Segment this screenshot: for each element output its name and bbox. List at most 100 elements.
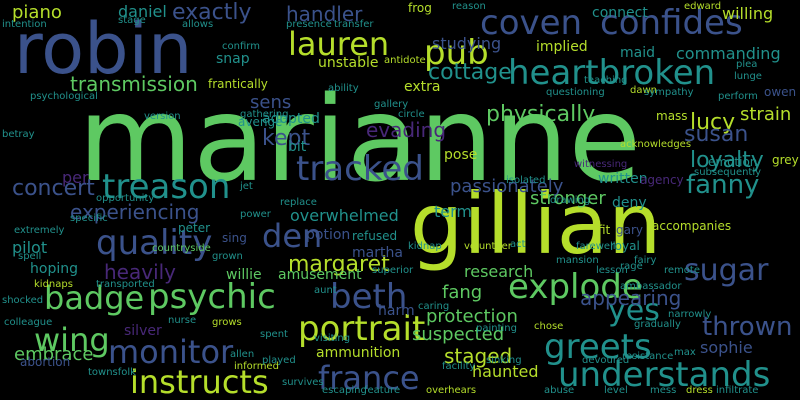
word: instructs xyxy=(130,363,269,400)
word: transported xyxy=(96,279,155,290)
word: ammunition xyxy=(316,345,401,361)
word: chose xyxy=(534,321,564,332)
word: tracked xyxy=(296,149,424,189)
word: thrown xyxy=(702,312,793,342)
word: pose xyxy=(444,147,478,163)
word: potion xyxy=(306,227,351,243)
word: appearing xyxy=(580,286,682,310)
word: fit xyxy=(598,223,611,237)
word: aunt xyxy=(314,285,337,296)
word: max xyxy=(674,347,696,358)
word: sing xyxy=(222,231,247,245)
word: daniel xyxy=(118,2,167,21)
word: mass xyxy=(656,109,688,123)
word: understands xyxy=(558,355,771,395)
word: grows xyxy=(212,317,242,328)
word: sugar xyxy=(684,253,769,288)
word: power xyxy=(240,209,271,220)
word: confides xyxy=(600,3,743,43)
word: jet xyxy=(240,181,253,192)
word: ability xyxy=(328,83,359,94)
word: fairy xyxy=(634,255,657,266)
word: silver xyxy=(124,323,162,339)
word: narrowly xyxy=(668,309,712,320)
word: played xyxy=(262,355,296,366)
word: resistance xyxy=(622,351,674,362)
word: deny xyxy=(612,195,647,211)
word: drawing xyxy=(550,195,591,206)
word: fanny xyxy=(686,170,760,200)
word: dress xyxy=(686,385,713,396)
word: colleague xyxy=(4,317,53,328)
word: feature xyxy=(364,385,401,396)
word: adopted xyxy=(262,111,320,127)
word: isolated xyxy=(506,175,546,186)
word: dawn xyxy=(630,85,657,96)
word: abuse xyxy=(544,385,575,396)
word: physically xyxy=(486,102,596,127)
word: evading xyxy=(366,118,447,142)
word: written xyxy=(598,171,648,187)
word: hoping xyxy=(30,261,78,277)
word: transmission xyxy=(70,72,198,96)
word: suspected xyxy=(412,324,505,345)
word: agency xyxy=(640,173,684,187)
word: volunteer xyxy=(464,241,512,252)
word: commanding xyxy=(676,44,781,63)
word: susan xyxy=(684,122,749,147)
word: survives xyxy=(282,377,324,388)
word: remote xyxy=(664,265,700,276)
word: gallery xyxy=(374,99,409,110)
word: willing xyxy=(722,4,774,23)
word: lauren xyxy=(288,25,390,63)
word: kidnap xyxy=(408,241,442,252)
word: opportunity xyxy=(96,193,155,204)
word: psychological xyxy=(30,91,98,102)
word: kept xyxy=(262,126,311,151)
word: peter xyxy=(178,221,211,235)
word: version xyxy=(144,111,181,122)
word: royal xyxy=(610,239,640,253)
word: badge xyxy=(44,279,145,317)
word: sophie xyxy=(700,338,753,357)
word: perform xyxy=(718,91,758,102)
word: gillian xyxy=(410,175,662,273)
word: abortion xyxy=(20,355,71,369)
word: acknowledges xyxy=(620,139,692,150)
word: confirm xyxy=(222,41,260,52)
word: amusement xyxy=(278,267,362,283)
word: shocked xyxy=(2,295,44,306)
word: emotion xyxy=(708,155,758,169)
word: extremely xyxy=(14,225,65,236)
word: staged xyxy=(444,344,513,368)
word: per xyxy=(62,168,89,187)
word: frantically xyxy=(208,77,268,91)
word: betray xyxy=(2,129,35,140)
word: rage xyxy=(620,261,643,272)
word: specific xyxy=(70,213,108,224)
word: coven xyxy=(480,3,583,43)
word: frog xyxy=(408,1,432,15)
word: exactly xyxy=(172,0,252,25)
word: allows xyxy=(182,19,214,30)
word: mansion xyxy=(556,255,599,266)
word: experiencing xyxy=(70,200,200,224)
word: beth xyxy=(330,277,408,317)
word: infiltrate xyxy=(716,385,759,396)
word: sens xyxy=(250,92,292,113)
word: heavily xyxy=(104,260,177,284)
word: caring xyxy=(418,301,450,312)
word: mess xyxy=(650,385,677,396)
word: overhears xyxy=(426,385,477,396)
word: willie xyxy=(226,267,262,283)
word: monitor xyxy=(108,333,234,371)
word: den xyxy=(262,217,323,255)
word: pilot xyxy=(12,238,48,257)
word: portrait xyxy=(298,309,426,349)
word: grown xyxy=(212,251,243,262)
word: spell xyxy=(18,251,42,262)
word: refused xyxy=(352,229,398,243)
word: nurse xyxy=(168,315,197,326)
word: stronger xyxy=(530,188,606,209)
